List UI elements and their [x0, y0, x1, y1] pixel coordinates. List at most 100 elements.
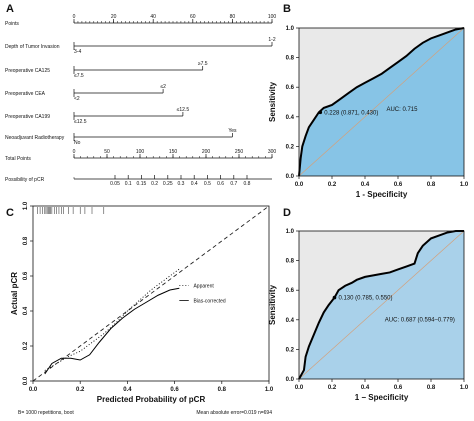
x-axis-title: 1 - Specificity — [356, 190, 408, 199]
nomogram-level-label: ≤7.5 — [74, 73, 84, 79]
nomogram-tick-label: 0.1 — [125, 181, 132, 187]
cutoff-point — [332, 295, 337, 300]
cutoff-label: 0.228 (0.871, 0.430) — [324, 110, 378, 116]
y-axis-title: Actual pCR — [10, 272, 19, 315]
legend-label: Apparent — [193, 284, 214, 290]
roc-panel-d: 0.130 (0.785, 0.550) AUC: 0.687 (0.594–0.… — [268, 229, 469, 402]
x-tick-label: 0.2 — [328, 385, 337, 391]
calibration-curve-apparent — [44, 268, 180, 371]
nomogram-tick-label: 80 — [230, 14, 236, 20]
x-axis-title: 1 − Specificity — [355, 393, 409, 402]
reference-diagonal — [298, 27, 465, 177]
nomogram-tick-label: 100 — [268, 14, 277, 20]
reference-diagonal — [298, 230, 465, 380]
x-tick-label: 0.4 — [123, 387, 132, 393]
x-tick-label: 0.0 — [295, 385, 304, 391]
footer-note: B= 1000 repetitions, boot — [18, 410, 74, 416]
nomogram-level-label: No — [74, 140, 81, 146]
footer-note: Mean absolute error=0.019 n=694 — [196, 410, 272, 416]
legend-label: Bias-corrected — [193, 299, 225, 305]
nomogram-tick-label: 100 — [136, 149, 145, 155]
nomogram-level-label: ≤12.5 — [74, 119, 87, 125]
roc-curve — [298, 230, 464, 380]
roc-curve — [298, 27, 465, 177]
nomogram-tick-label: 60 — [190, 14, 196, 20]
plot-frame — [298, 230, 465, 380]
y-tick-label: 0.0 — [286, 377, 295, 383]
nomogram-level-label: <2 — [74, 96, 80, 102]
panel-letter-b: B — [283, 3, 291, 15]
calibration-panel: Apparent Bias-corrected 0.00.0 0.2 0.2 0.4 0.4… — [10, 201, 274, 416]
nomogram-tick-label: 150 — [169, 149, 178, 155]
x-tick-label: 0.8 — [427, 385, 436, 391]
x-tick-label: 1.0 — [265, 387, 274, 393]
x-tick-label: 0.2 — [76, 387, 85, 393]
y-tick-label: 1.0 — [23, 201, 29, 210]
nomogram-tick-label: 0.25 — [163, 181, 173, 187]
y-tick-label: 1.0 — [286, 26, 295, 32]
nomogram-tick-label: 0.4 — [191, 181, 198, 187]
x-tick-label: 0.6 — [170, 387, 179, 393]
nomogram-level-label: ≤2 — [160, 84, 166, 90]
nomogram-tick-label: 0.6 — [217, 181, 224, 187]
x-tick-label: 0.0 — [295, 182, 304, 188]
y-tick-label: 1.0 — [286, 229, 295, 235]
calibration-curve-bias-corrected — [44, 287, 180, 375]
nomogram-row-label: Preoperative CA199 — [5, 114, 50, 120]
y-tick-label: 0.8 — [23, 236, 29, 245]
plot-frame — [298, 27, 465, 177]
nomogram-tick-label: 300 — [268, 149, 277, 155]
nomogram-level-label: 1-2 — [268, 37, 275, 43]
x-tick-label: 0.8 — [427, 182, 436, 188]
panel-letter-d: D — [283, 207, 291, 219]
y-tick-label: 0.4 — [286, 115, 295, 121]
roc-panel-b: 0.228 (0.871, 0.430) AUC: 0.715 0.00.0 0.2 0… — [268, 26, 469, 199]
nomogram-row-label: Preoperative CEA — [5, 91, 46, 97]
y-axis-title: Sensitivity — [268, 81, 277, 122]
ideal-line — [32, 205, 270, 382]
nomogram-level-label: 3-4 — [74, 49, 81, 55]
nomogram-tick-label: 0 — [73, 14, 76, 20]
x-tick-label: 0.6 — [394, 385, 403, 391]
y-tick-label: 0.0 — [286, 174, 295, 180]
y-tick-label: 0.2 — [23, 341, 29, 350]
nomogram-tick-label: 0.2 — [151, 181, 158, 187]
nomogram-tick-label: 40 — [150, 14, 156, 20]
y-tick-label: 0.2 — [286, 144, 295, 150]
nomogram-tick-label: 20 — [111, 14, 117, 20]
nomogram-row-label: Points — [5, 21, 19, 27]
y-tick-label: 0.8 — [286, 56, 295, 62]
x-tick-label: 0.8 — [218, 387, 227, 393]
nomogram-tick-label: 0.15 — [137, 181, 147, 187]
panel-letter-a: A — [6, 3, 14, 15]
cutoff-point — [318, 110, 323, 115]
nomogram-row-label: Preoperative CA125 — [5, 68, 50, 74]
x-axis-title: Predicted Probability of pCR — [97, 395, 206, 404]
nomogram-tick-label: 250 — [235, 149, 244, 155]
x-tick-label: 0.0 — [29, 387, 38, 393]
x-tick-label: 1.0 — [460, 182, 469, 188]
nomogram-row-label: Depth of Tumor Invasion — [5, 44, 60, 50]
y-axis-title: Sensitivity — [268, 284, 277, 325]
y-tick-label: 0.6 — [23, 271, 29, 280]
y-tick-label: 0.2 — [286, 347, 295, 353]
auc-label: AUC: 0.715 — [386, 107, 418, 113]
nomogram-tick-label: 0 — [73, 149, 76, 155]
panel-letter-c: C — [6, 207, 14, 219]
y-tick-label: 0.4 — [286, 318, 295, 324]
y-tick-label: 0.4 — [23, 306, 29, 315]
nomogram-level-label: ≤12.5 — [177, 107, 190, 113]
nomogram-tick-label: 0.7 — [230, 181, 237, 187]
nomogram-row-label: Total Points — [5, 156, 31, 162]
nomogram-level-label: Yes — [228, 128, 237, 134]
plot-frame — [32, 205, 270, 382]
y-tick-label: 0.0 — [23, 376, 29, 385]
y-tick-label: 0.8 — [286, 259, 295, 265]
x-tick-label: 0.4 — [361, 182, 370, 188]
nomogram-tick-label: 0.3 — [178, 181, 185, 187]
x-tick-label: 1.0 — [460, 385, 469, 391]
nomogram-tick-label: 50 — [104, 149, 110, 155]
x-tick-label: 0.6 — [394, 182, 403, 188]
x-tick-label: 0.2 — [328, 182, 337, 188]
